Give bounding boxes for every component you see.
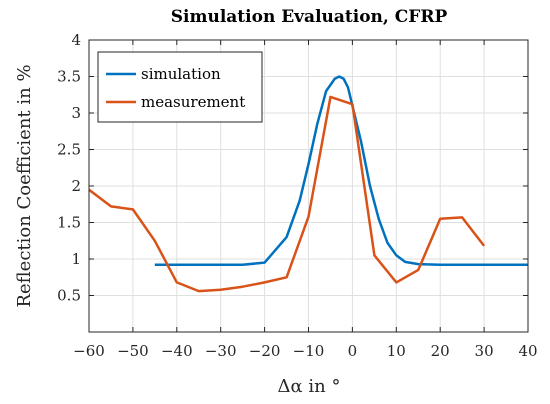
x-tick-label: 0 (348, 342, 358, 360)
legend-label-measurement: measurement (141, 93, 245, 111)
legend-label-simulation: simulation (141, 65, 221, 83)
y-tick-label: 2.5 (57, 141, 81, 159)
y-axis-label: Reflection Coefficient in % (14, 64, 35, 307)
x-tick-label: −50 (117, 342, 149, 360)
y-tick-labels: 0.5 1 1.5 2 2.5 3 3.5 4 (57, 31, 81, 305)
tick-marks (88, 39, 529, 333)
x-tick-label: −30 (205, 342, 237, 360)
y-tick-label: 3.5 (57, 68, 81, 86)
x-tick-label: −40 (161, 342, 193, 360)
series-layer (88, 75, 528, 293)
x-tick-label: 10 (387, 342, 406, 360)
y-tick-label: 3 (71, 104, 81, 122)
y-tick-label: 0.5 (57, 287, 81, 305)
series-line-measurement (88, 95, 486, 293)
y-tick-label: 1 (71, 250, 81, 268)
y-tick-label: 2 (71, 177, 81, 195)
x-tick-label: 40 (518, 342, 537, 360)
legend: simulation measurement (97, 51, 263, 123)
x-axis-label: Δα in ° (278, 376, 341, 397)
x-tick-label: 20 (431, 342, 450, 360)
x-tick-labels: −60 −50 −40 −30 −20 −10 0 10 20 30 40 (73, 342, 537, 360)
x-tick-label: −60 (73, 342, 105, 360)
y-tick-label: 1.5 (57, 214, 81, 232)
y-tick-label: 4 (71, 31, 81, 49)
series-line-simulation (154, 75, 528, 267)
x-tick-label: −20 (249, 342, 281, 360)
legend-box (97, 51, 263, 123)
x-tick-label: 30 (475, 342, 494, 360)
chart-title: Simulation Evaluation, CFRP (171, 7, 448, 27)
x-tick-label: −10 (293, 342, 325, 360)
